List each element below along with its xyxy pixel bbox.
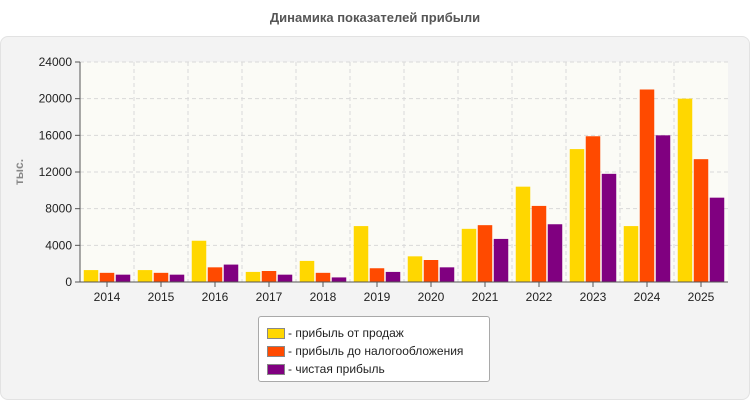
y-tick-label: 16000 (39, 128, 73, 142)
x-tick-label: 2016 (202, 290, 229, 304)
x-tick-label: 2018 (310, 290, 337, 304)
bar (137, 270, 153, 282)
bar (531, 205, 547, 282)
bar (677, 98, 693, 283)
bar (99, 272, 115, 282)
x-tick-label: 2025 (688, 290, 715, 304)
legend-item-net: - чистая прибыль (267, 360, 489, 378)
bar (315, 272, 331, 282)
legend-swatch-sales (267, 327, 285, 339)
y-axis-label: тыс. (12, 159, 26, 185)
x-tick-label: 2022 (526, 290, 553, 304)
bar (693, 159, 709, 282)
x-tick-label: 2019 (364, 290, 391, 304)
bar (83, 270, 99, 282)
legend-dash: - (288, 344, 296, 358)
bar (207, 267, 223, 282)
y-tick-label: 0 (65, 275, 72, 289)
bar (547, 224, 563, 282)
bar (461, 228, 477, 282)
bar (353, 226, 369, 282)
legend-label-net: чистая прибыль (295, 362, 385, 376)
bar (515, 186, 531, 282)
x-tick-label: 2015 (148, 290, 175, 304)
x-tick-label: 2023 (580, 290, 607, 304)
legend-swatch-pretax (267, 345, 285, 357)
bar (407, 256, 423, 282)
x-tick-label: 2021 (472, 290, 499, 304)
bar (385, 271, 401, 282)
bar (639, 89, 655, 282)
x-tick-label: 2024 (634, 290, 661, 304)
legend-item-sales: - прибыль от продаж (267, 324, 489, 342)
bar (299, 260, 315, 282)
bar (477, 225, 493, 282)
bar (369, 268, 385, 282)
bar (261, 271, 277, 282)
x-tick-label: 2017 (256, 290, 283, 304)
bar (115, 274, 131, 282)
bar (423, 260, 439, 282)
bar (277, 274, 293, 282)
y-tick-label: 8000 (45, 202, 72, 216)
y-tick-label: 12000 (39, 165, 73, 179)
bar (585, 136, 601, 282)
bar (331, 277, 347, 282)
y-tick-label: 4000 (45, 238, 72, 252)
chart-title: Динамика показателей прибыли (269, 10, 481, 25)
x-tick-label: 2020 (418, 290, 445, 304)
bar (709, 197, 725, 282)
bar (223, 264, 239, 282)
bar (439, 267, 455, 282)
y-tick-label: 24000 (39, 55, 73, 69)
legend-dash: - (288, 326, 296, 340)
y-tick-label: 20000 (39, 92, 73, 106)
bar (493, 238, 509, 282)
bar (153, 272, 169, 282)
bar (245, 271, 261, 282)
legend-swatch-net (267, 363, 285, 375)
legend-item-pretax: - прибыль до налогообложения (267, 342, 489, 360)
legend-dash: - (288, 362, 296, 376)
x-tick-label: 2014 (94, 290, 121, 304)
bar (655, 135, 671, 282)
bar (191, 240, 207, 282)
bar (601, 173, 617, 282)
legend-label-sales: прибыль от продаж (295, 326, 404, 340)
bar (169, 274, 185, 282)
bar (569, 149, 585, 282)
bar (623, 226, 639, 282)
legend-label-pretax: прибыль до налогообложения (295, 344, 464, 358)
chart-legend: - прибыль от продаж - прибыль до налогоо… (258, 316, 490, 382)
